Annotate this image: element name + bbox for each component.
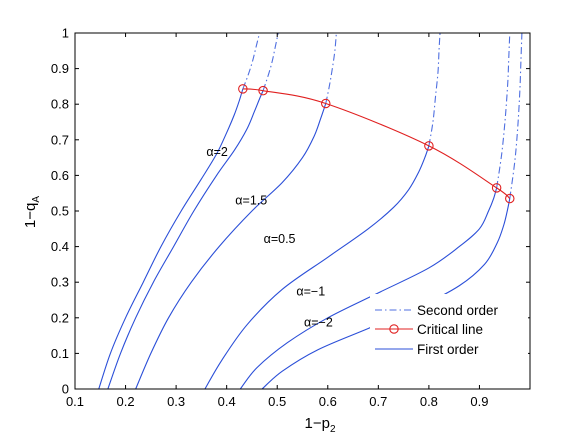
y-tick-label: 0.4 xyxy=(51,239,69,254)
x-tick-label: 0.4 xyxy=(218,394,236,409)
x-tick-label: 0.8 xyxy=(420,394,438,409)
y-tick-label: 0.6 xyxy=(51,168,69,183)
second-order-curve-5 xyxy=(496,32,511,188)
y-tick-label: 0.8 xyxy=(51,97,69,112)
critical-line xyxy=(242,88,511,199)
critical-point-5 xyxy=(491,183,502,193)
x-axis-label: 1−p2 xyxy=(304,415,335,435)
legend-critical-line-label: Critical line xyxy=(417,322,483,337)
first-order-curve-5 xyxy=(239,187,498,390)
legend-first-order-label: First order xyxy=(417,342,479,357)
y-tick-label: 0.3 xyxy=(51,275,69,290)
alpha-annotation: α=1.5 xyxy=(235,194,267,208)
curves-layer xyxy=(98,32,523,390)
x-tick-label: 0.3 xyxy=(167,394,185,409)
x-tick-label: 0.6 xyxy=(319,394,337,409)
alpha-annotation: α=−2 xyxy=(304,316,333,330)
second-order-curve-1 xyxy=(242,32,261,90)
first-order-curve-1 xyxy=(98,88,244,390)
y-tick-label: 0 xyxy=(62,382,69,397)
first-order-curve-4 xyxy=(204,145,430,390)
second-order-curve-6 xyxy=(509,32,523,199)
legend-critical-line-marker xyxy=(389,324,399,334)
critical-point-6 xyxy=(505,193,515,204)
x-tick-label: 0.1 xyxy=(66,394,84,409)
critical-point-3 xyxy=(321,98,331,109)
first-order-curve-2 xyxy=(107,90,264,390)
second-order-curve-4 xyxy=(428,32,441,146)
x-tick-label: 0.2 xyxy=(117,394,135,409)
critical-point-1 xyxy=(238,84,248,94)
y-tick-label: 0.7 xyxy=(51,132,69,147)
x-tick-label: 0.9 xyxy=(470,394,488,409)
second-order-curve-3 xyxy=(325,32,337,104)
alpha-annotation: α=2 xyxy=(206,145,228,159)
y-tick-label: 0.9 xyxy=(51,61,69,76)
x-tick-label: 0.5 xyxy=(268,394,286,409)
y-tick-label: 1 xyxy=(62,26,69,41)
y-tick-label: 0.2 xyxy=(51,310,69,325)
critical-point-2 xyxy=(258,85,268,96)
alpha-annotation: α=−1 xyxy=(296,285,325,299)
x-tick-label: 0.7 xyxy=(369,394,387,409)
y-tick-label: 0.1 xyxy=(51,346,69,361)
critical-line-layer xyxy=(238,84,515,204)
first-order-curve-3 xyxy=(135,103,327,390)
y-axis-label: 1−qA xyxy=(22,196,42,228)
y-tick-label: 0.5 xyxy=(51,204,69,219)
alpha-annotation: α=0.5 xyxy=(264,232,296,246)
critical-point-4 xyxy=(424,141,434,151)
first-order-curve-6 xyxy=(261,198,511,390)
second-order-curve-2 xyxy=(262,32,279,91)
legend-second-order-label: Second order xyxy=(417,303,499,318)
ticks-layer: 0.1 0.2 0.3 0.4 0.5 0.6 0.7 0.8 0.900.10.20.30.4… xyxy=(51,26,530,409)
legend: Second order Critical line First order xyxy=(370,294,528,364)
